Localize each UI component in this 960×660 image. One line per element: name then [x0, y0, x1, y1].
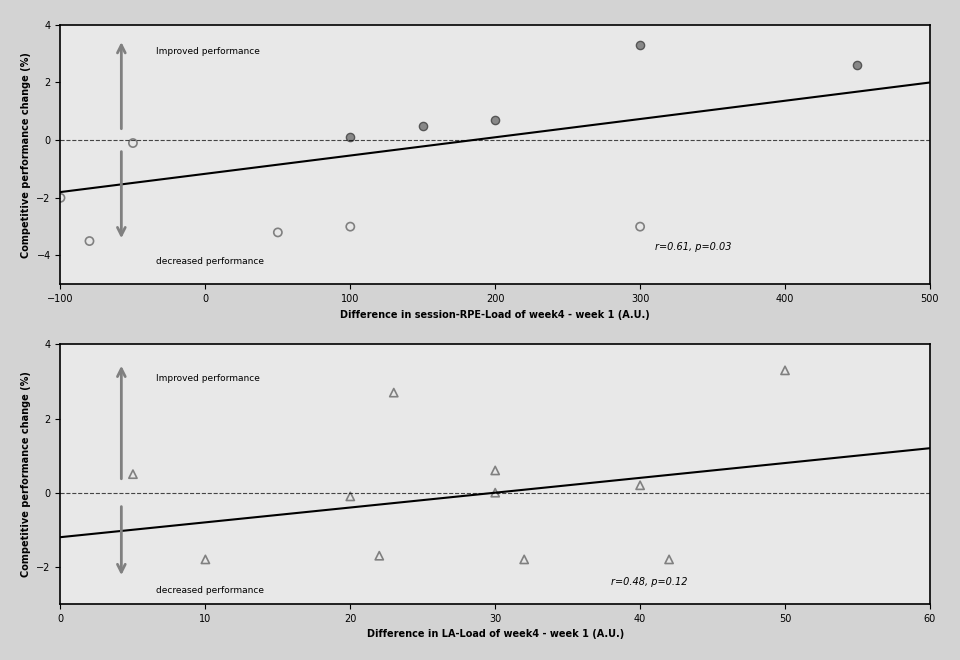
Point	[633, 221, 648, 232]
Point	[850, 60, 865, 71]
Text: Improved performance: Improved performance	[156, 374, 260, 383]
Point	[488, 465, 503, 476]
X-axis label: Difference in LA-Load of week4 - week 1 (A.U.): Difference in LA-Load of week4 - week 1 …	[367, 629, 624, 639]
Y-axis label: Competitive performance change (%): Competitive performance change (%)	[21, 371, 31, 577]
Point	[343, 491, 358, 502]
Y-axis label: Competitive performance change (%): Competitive performance change (%)	[21, 51, 31, 257]
Point	[516, 554, 532, 565]
Text: r=0.61, p=0.03: r=0.61, p=0.03	[655, 242, 732, 251]
Text: decreased performance: decreased performance	[156, 586, 264, 595]
X-axis label: Difference in session-RPE-Load of week4 - week 1 (A.U.): Difference in session-RPE-Load of week4 …	[341, 310, 650, 319]
Text: Improved performance: Improved performance	[156, 47, 260, 55]
Point	[372, 550, 387, 561]
Point	[661, 554, 677, 565]
Point	[488, 115, 503, 125]
Text: r=0.48, p=0.12: r=0.48, p=0.12	[612, 578, 687, 587]
Point	[125, 138, 140, 148]
Point	[343, 132, 358, 143]
Point	[778, 365, 793, 376]
Text: decreased performance: decreased performance	[156, 257, 264, 266]
Point	[82, 236, 97, 246]
Point	[125, 469, 140, 479]
Point	[343, 221, 358, 232]
Point	[633, 40, 648, 50]
Point	[53, 193, 68, 203]
Point	[633, 480, 648, 490]
Point	[386, 387, 401, 398]
Point	[270, 227, 285, 238]
Point	[415, 121, 430, 131]
Point	[488, 487, 503, 498]
Point	[198, 554, 213, 565]
